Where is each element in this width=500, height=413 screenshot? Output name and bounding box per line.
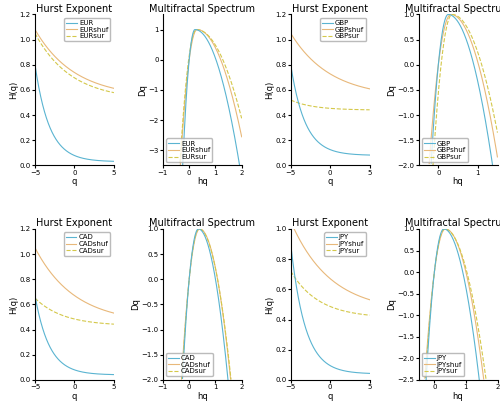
Title: Hurst Exponent: Hurst Exponent: [36, 218, 113, 228]
Y-axis label: Dq: Dq: [138, 84, 147, 96]
Legend: EUR, EURshuf, EURsur: EUR, EURshuf, EURsur: [64, 18, 110, 41]
Y-axis label: H(q): H(q): [265, 81, 274, 99]
Legend: CAD, CADshuf, CADsur: CAD, CADshuf, CADsur: [64, 233, 110, 256]
Title: Multifractal Spectrum: Multifractal Spectrum: [150, 218, 256, 228]
X-axis label: hq: hq: [197, 177, 207, 186]
Y-axis label: H(q): H(q): [9, 81, 18, 99]
X-axis label: q: q: [72, 392, 77, 401]
X-axis label: hq: hq: [197, 392, 207, 401]
Legend: JPY, JPYshuf, JPYsur: JPY, JPYshuf, JPYsur: [324, 233, 366, 256]
Y-axis label: Dq: Dq: [131, 299, 140, 311]
Y-axis label: H(q): H(q): [9, 295, 18, 313]
X-axis label: hq: hq: [452, 392, 464, 401]
X-axis label: q: q: [72, 177, 77, 186]
Legend: CAD, CADshuf, CADsur: CAD, CADshuf, CADsur: [166, 353, 213, 377]
Y-axis label: Dq: Dq: [387, 84, 396, 96]
Y-axis label: H(q): H(q): [265, 295, 274, 313]
X-axis label: hq: hq: [452, 177, 464, 186]
Legend: EUR, EURshuf, EURsur: EUR, EURshuf, EURsur: [166, 138, 212, 162]
Y-axis label: Dq: Dq: [387, 299, 396, 311]
Title: Hurst Exponent: Hurst Exponent: [36, 4, 113, 14]
Title: Multifractal Spectrum: Multifractal Spectrum: [150, 4, 256, 14]
X-axis label: q: q: [328, 177, 333, 186]
Legend: JPY, JPYshuf, JPYsur: JPY, JPYshuf, JPYsur: [422, 353, 464, 377]
Title: Hurst Exponent: Hurst Exponent: [292, 4, 368, 14]
Title: Multifractal Spectrum: Multifractal Spectrum: [405, 4, 500, 14]
Title: Hurst Exponent: Hurst Exponent: [292, 218, 368, 228]
Legend: GBP, GBPshuf, GBPsur: GBP, GBPshuf, GBPsur: [422, 138, 468, 162]
X-axis label: q: q: [328, 392, 333, 401]
Title: Multifractal Spectrum: Multifractal Spectrum: [405, 218, 500, 228]
Legend: GBP, GBPshuf, GBPsur: GBP, GBPshuf, GBPsur: [320, 18, 366, 41]
